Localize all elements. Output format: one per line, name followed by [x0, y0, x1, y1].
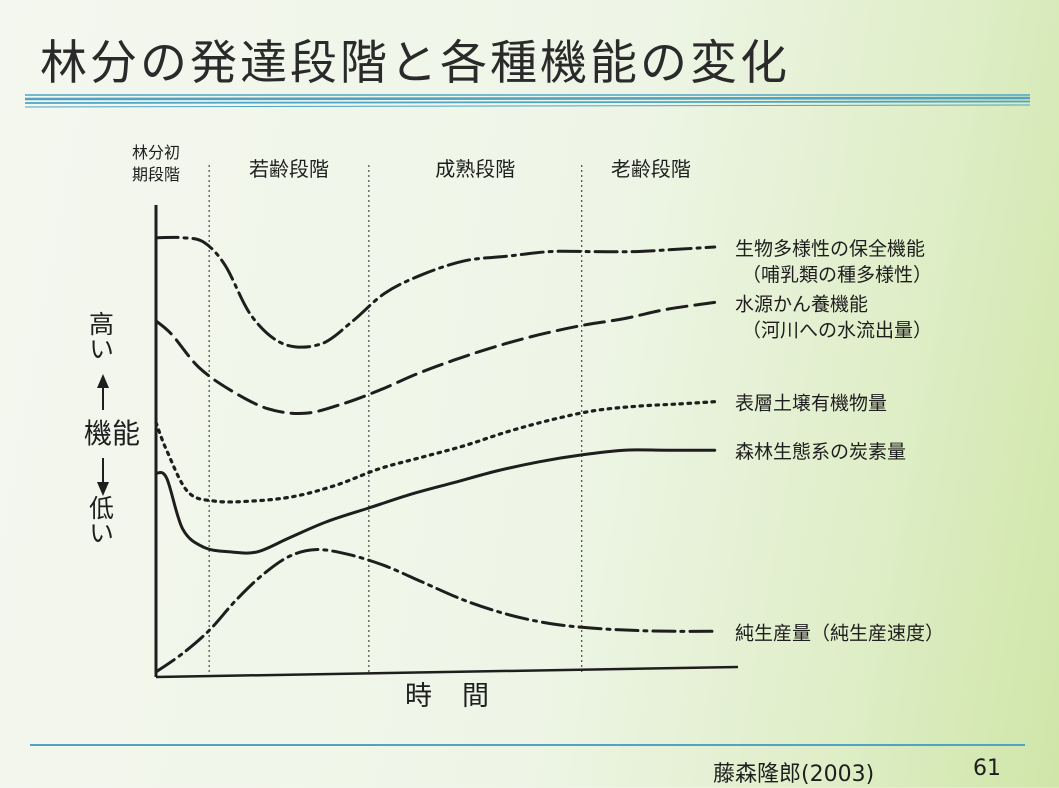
y-low-label: 低い — [86, 495, 115, 545]
stage-label: 成熟段階 — [435, 157, 515, 181]
series-label: 生物多様性の保全機能 — [735, 238, 925, 260]
series-note: （哺乳類の種多様性） — [742, 264, 932, 286]
series-label: 表層土壌有機物量 — [735, 393, 887, 415]
y-down-arrowhead-icon — [97, 482, 109, 496]
series-line — [154, 548, 717, 674]
series-label: 森林生態系の炭素量 — [735, 441, 906, 463]
y-axis-label: 機能 — [84, 417, 140, 450]
stage-label: 期段階 — [132, 165, 180, 184]
x-axis-label: 時間 — [405, 681, 519, 712]
y-up-arrowhead-icon — [97, 374, 109, 388]
stage-label: 老齢段階 — [611, 157, 691, 181]
series-note: （河川への水流出量） — [742, 319, 932, 341]
title-rule — [25, 94, 1030, 108]
series-label: 水源かん養機能 — [735, 293, 868, 315]
slide-title: 林分の発達段階と各種機能の変化 — [40, 36, 790, 91]
y-high-label: 高い — [86, 311, 115, 361]
x-axis-line — [155, 665, 739, 679]
series-line — [154, 448, 717, 555]
series-label: 純生産量（純生産速度） — [735, 622, 944, 644]
footer-rule — [30, 744, 1025, 746]
stage-label: 林分初 — [132, 143, 180, 162]
stage-label: 若齢段階 — [249, 157, 329, 181]
citation: 藤森隆郎(2003) — [713, 762, 875, 787]
page-number: 61 — [973, 756, 1001, 781]
series-line — [154, 235, 717, 349]
series-line — [154, 300, 717, 415]
series-line — [154, 400, 717, 504]
